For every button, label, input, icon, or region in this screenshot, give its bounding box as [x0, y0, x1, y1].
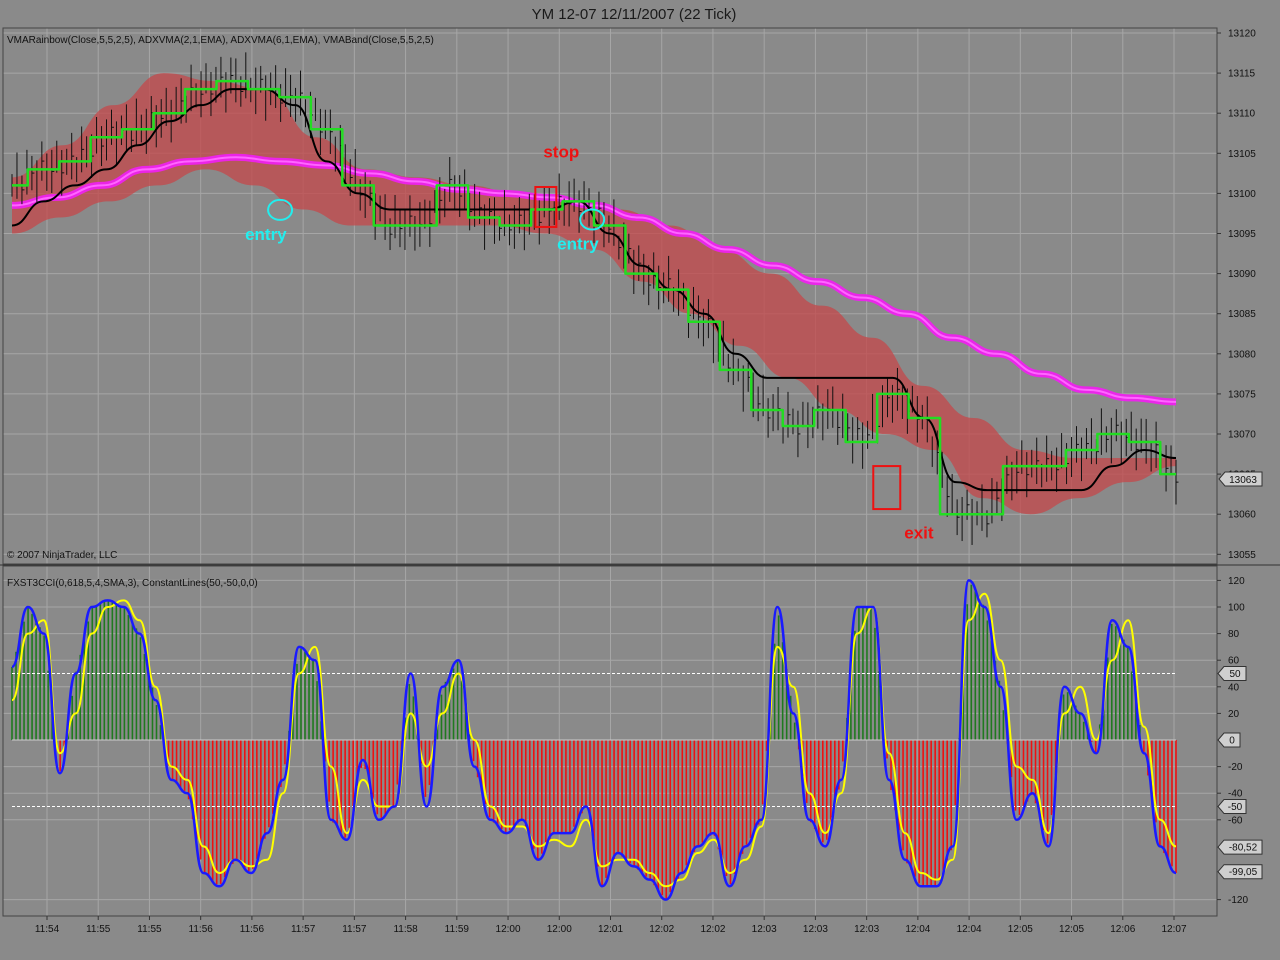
- time-tick-label: 11:57: [342, 924, 367, 935]
- vma-band: [12, 73, 1176, 515]
- osc-value-tag: [1217, 864, 1263, 880]
- osc-value-tag: [1217, 732, 1241, 748]
- price-tick-label: 13110: [1228, 109, 1256, 120]
- osc-value-tag: [1217, 666, 1247, 681]
- stop-label: stop: [543, 142, 579, 161]
- time-tick-label: 12:05: [1008, 924, 1033, 935]
- price-tick-label: 13095: [1228, 229, 1256, 240]
- last-price-tag: 13063: [1218, 471, 1263, 487]
- osc-axis: 120 100 80 60 40 20 -20 -40 -60 -120: [1217, 576, 1248, 906]
- price-tick-label: 13085: [1228, 309, 1256, 320]
- time-tick-label: 12:05: [1059, 924, 1084, 935]
- time-tick-label: 12:00: [547, 924, 572, 935]
- osc-value-tag: [1217, 799, 1247, 814]
- oscillator-lines: [10, 579, 1177, 901]
- price-indicators-label: VMARainbow(Close,5,5,2,5), ADXVMA(2,1,EM…: [7, 35, 434, 46]
- time-tick-label: 12:01: [598, 924, 623, 935]
- osc-tick-label: 100: [1228, 603, 1245, 614]
- time-tick-label: 12:00: [496, 924, 521, 935]
- time-axis: 11:54 11:55 11:55 11:56 11:56 11:57 11:57 11:58…: [35, 916, 1187, 935]
- osc-tick-label: -20: [1228, 762, 1243, 773]
- time-tick-label: 11:56: [240, 924, 265, 935]
- exit-label: exit: [904, 524, 934, 543]
- band-fill: [12, 73, 1176, 515]
- stop-box: [534, 185, 558, 228]
- entry-label: entry: [557, 235, 599, 254]
- osc-tick-label: -120: [1228, 895, 1248, 906]
- trade-annotations: stop entry entry exit: [245, 142, 934, 542]
- time-tick-label: 11:55: [86, 924, 111, 935]
- osc-tick-label: 20: [1228, 709, 1240, 720]
- time-tick-label: 12:02: [700, 924, 725, 935]
- time-tick-label: 12:03: [803, 924, 828, 935]
- price-tick-label: 13100: [1228, 189, 1256, 200]
- time-tick-label: 12:03: [752, 924, 777, 935]
- osc-tick-label: 80: [1228, 629, 1240, 640]
- osc-tick-label: -60: [1228, 815, 1243, 826]
- copyright-label: © 2007 NinjaTrader, LLC: [7, 550, 117, 561]
- price-tick-label: 13115: [1228, 69, 1256, 80]
- exit-box: [872, 465, 902, 511]
- osc-value-tags: 50 0 -50 -80,52 -99,05: [1217, 666, 1263, 880]
- time-tick-label: 12:02: [649, 924, 674, 935]
- osc-value-label: -99,05: [1229, 867, 1258, 878]
- last-price-label: 13063: [1229, 475, 1257, 486]
- osc-value-label: -80,52: [1229, 843, 1258, 854]
- cci-line: [10, 579, 1177, 901]
- price-tick-label: 13120: [1228, 29, 1256, 40]
- osc-indicators-label: FXST3CCI(0,618,5,4,SMA,3), ConstantLines…: [7, 578, 258, 589]
- time-tick-label: 12:07: [1161, 924, 1186, 935]
- time-tick-label: 11:54: [35, 924, 60, 935]
- entry-circle: [579, 208, 606, 231]
- osc-tick-label: 40: [1228, 682, 1240, 693]
- price-tick-label: 13105: [1228, 149, 1256, 160]
- osc-value-label: 50: [1229, 669, 1241, 680]
- osc-tick-label: -40: [1228, 789, 1243, 800]
- time-tick-label: 12:03: [854, 924, 879, 935]
- time-tick-label: 12:04: [957, 924, 982, 935]
- entry-circle: [267, 198, 294, 221]
- constant-lines: [12, 673, 1176, 807]
- time-tick-label: 12:06: [1110, 924, 1135, 935]
- fast-line: [12, 79, 1176, 516]
- price-tick-label: 13080: [1228, 349, 1256, 360]
- price-tick-label: 13055: [1228, 550, 1256, 561]
- price-panel-border: [2, 27, 1218, 565]
- time-tick-label: 11:59: [445, 924, 470, 935]
- osc-tick-label: 120: [1228, 576, 1245, 587]
- price-tick-label: 13060: [1228, 510, 1256, 521]
- osc-tick-label: 60: [1228, 656, 1240, 667]
- adxvma-slow-line: [11, 88, 1177, 492]
- price-tick-label: 13070: [1228, 430, 1256, 441]
- signal-line: [11, 592, 1177, 888]
- chart-title: YM 12-07 12/11/2007 (22 Tick): [532, 6, 737, 23]
- price-tick-label: 13075: [1228, 389, 1256, 400]
- entry-label: entry: [245, 225, 287, 244]
- time-tick-label: 11:56: [189, 924, 214, 935]
- osc-value-tag: [1217, 839, 1263, 855]
- slow-line: [11, 88, 1177, 492]
- price-tick-label: 13090: [1228, 269, 1256, 280]
- osc-value-label: -50: [1228, 802, 1243, 813]
- time-tick-label: 11:58: [393, 924, 418, 935]
- adxvma-fast-line: [12, 79, 1176, 516]
- time-tick-label: 11:55: [137, 924, 162, 935]
- osc-value-label: 0: [1229, 736, 1235, 747]
- time-tick-label: 11:57: [291, 924, 316, 935]
- time-tick-label: 12:04: [905, 924, 930, 935]
